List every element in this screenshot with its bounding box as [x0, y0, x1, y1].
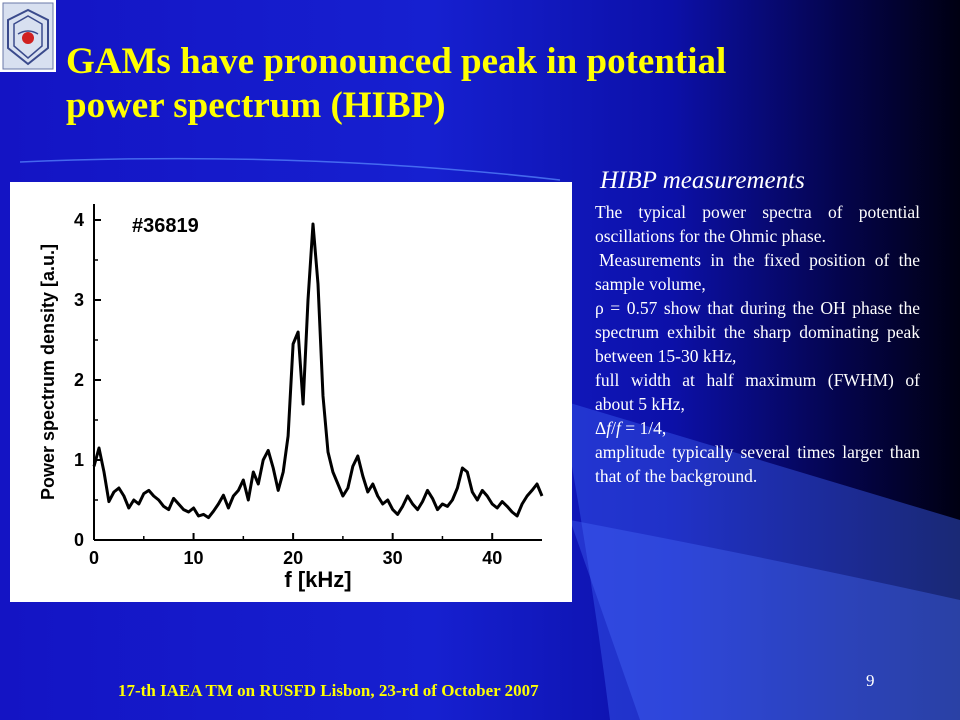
y-axis-label: Power spectrum density [a.u.]	[38, 244, 58, 500]
x-axis-label: f [kHz]	[284, 567, 351, 592]
rho-symbol: ρ	[595, 298, 604, 318]
institute-logo-icon	[0, 0, 56, 72]
footer-text: 17-th IAEA TM on RUSFD Lisbon, 23-rd of …	[118, 681, 539, 700]
paragraph-3-text: = 0.57 show that during the OH phase the…	[595, 298, 920, 366]
title-line-2: power spectrum (HIBP)	[66, 85, 446, 126]
y-tick-label: 1	[74, 450, 84, 470]
paragraph-5-text: = 1/4,	[620, 418, 667, 438]
axis-ticks: 0 10 20 30 40 0 1 2 3 4	[74, 210, 502, 568]
y-tick-label: 2	[74, 370, 84, 390]
paragraph-6: amplitude typically several times larger…	[595, 442, 920, 486]
x-tick-label: 20	[283, 548, 303, 568]
x-tick-label: 10	[184, 548, 204, 568]
f-symbol-1: f	[606, 418, 612, 438]
y-tick-label: 4	[74, 210, 84, 230]
x-tick-label: 0	[89, 548, 99, 568]
page-number: 9	[866, 671, 875, 690]
chart-annotation: #36819	[132, 215, 199, 237]
description-text: The typical power spectra of potential o…	[595, 200, 920, 488]
slide-title: GAMs have pronounced peak in potential p…	[66, 40, 926, 128]
f-symbol-2: f	[616, 418, 621, 438]
paragraph-4: full width at half maximum (FWHM) of abo…	[595, 370, 920, 414]
delta-symbol: Δ	[595, 418, 607, 438]
paragraph-5: Δf/f = 1/4,	[595, 416, 920, 440]
title-line-1: GAMs have pronounced peak in potential	[66, 41, 727, 82]
spectrum-curve	[92, 222, 544, 520]
power-spectrum-chart: 0 10 20 30 40 0 1 2 3 4 #36819 f [kHz] Power spec…	[38, 204, 544, 592]
paragraph-1: The typical power spectra of potential o…	[595, 202, 920, 246]
y-tick-label: 3	[74, 290, 84, 310]
slash-symbol: /	[611, 418, 617, 438]
paragraph-3: ρ = 0.57 show that during the OH phase t…	[595, 296, 920, 368]
x-tick-label: 40	[482, 548, 502, 568]
chart-panel: 0 10 20 30 40 0 1 2 3 4 #36819 f [kHz] Power spec…	[10, 182, 572, 602]
y-tick-label: 0	[74, 530, 84, 550]
paragraph-2: Measurements in the fixed position of th…	[595, 250, 920, 294]
section-heading: HIBP measurements	[600, 167, 805, 194]
x-tick-label: 30	[383, 548, 403, 568]
